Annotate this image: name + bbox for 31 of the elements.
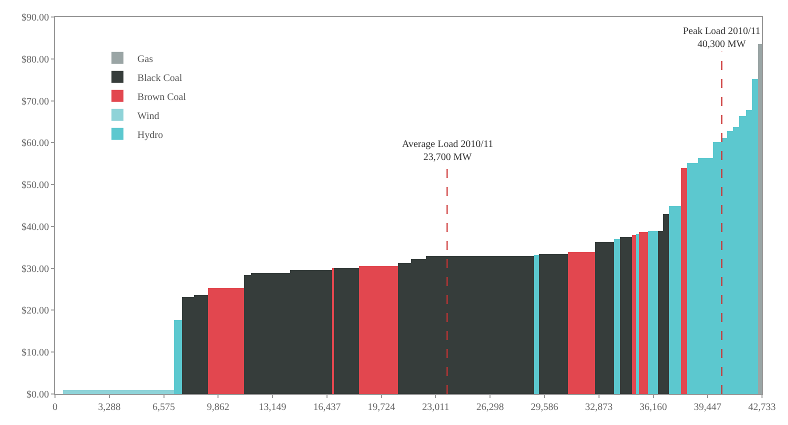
y-tick-label: $80.00 <box>22 54 49 66</box>
y-tick-label: $90.00 <box>22 12 49 24</box>
y-tick-label: $60.00 <box>22 138 49 150</box>
x-tick-label: 42,733 <box>748 402 776 413</box>
legend-label: Brown Coal <box>137 92 186 103</box>
x-tick-label: 6,575 <box>152 402 176 413</box>
y-tick-label: $20.00 <box>22 306 49 317</box>
y-tick-label: $30.00 <box>22 264 49 275</box>
ref-line-label: Average Load 2010/11 23,700 MW <box>402 139 494 163</box>
y-tick-label: $50.00 <box>22 180 49 192</box>
y-tick-label: $40.00 <box>22 222 49 233</box>
legend-label: Black Coal <box>137 72 182 84</box>
y-tick-label: $0.00 <box>26 390 49 400</box>
x-tick-label: 23,011 <box>422 402 450 413</box>
x-tick-label: 0 <box>52 402 58 413</box>
x-tick-label: 39,447 <box>694 402 722 413</box>
x-tick-label: 26,298 <box>476 402 504 413</box>
x-tick-label: 29,586 <box>530 402 558 413</box>
y-tick-label: $10.00 <box>22 348 49 359</box>
x-tick-label: 9,862 <box>206 402 230 413</box>
y-tick-label: $70.00 <box>22 96 49 108</box>
x-tick-label: 32,873 <box>585 402 613 413</box>
legend-label: Wind <box>137 110 160 122</box>
ref-line-label: Peak Load 2010/11 40,300 MW <box>683 26 760 50</box>
legend-label: Gas <box>137 54 154 65</box>
x-tick-label: 36,160 <box>640 402 667 413</box>
x-tick-label: 13,149 <box>258 402 286 413</box>
x-tick-label: 16,437 <box>313 402 341 413</box>
legend-label: Hydro <box>137 130 163 141</box>
x-tick-label: 19,724 <box>368 402 396 413</box>
x-tick-label: 3,288 <box>98 402 121 413</box>
